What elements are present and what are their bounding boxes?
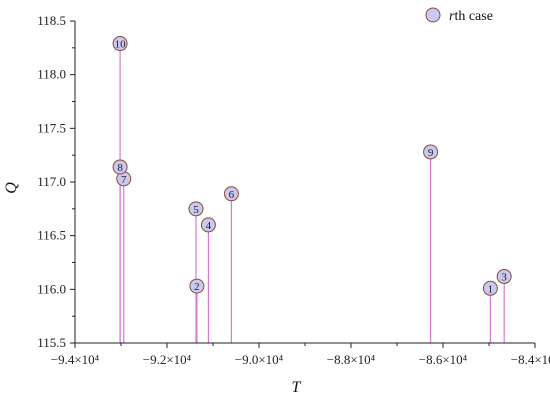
data-point — [112, 159, 128, 175]
data-point — [188, 201, 204, 217]
y-tick-label: 117.5 — [37, 120, 66, 135]
legend-marker — [425, 7, 441, 23]
y-tick-label: 118.0 — [37, 67, 66, 82]
y-tick-label: 115.5 — [37, 335, 66, 350]
data-point-label: 10 — [115, 39, 127, 51]
y-tick-label: 118.5 — [37, 13, 66, 28]
data-point — [223, 186, 239, 202]
x-tick-label: −9.0×10⁴ — [235, 352, 284, 367]
x-tick-label: −9.2×10⁴ — [143, 352, 192, 367]
data-point-label: 9 — [428, 147, 434, 159]
x-axis-title: T — [292, 379, 302, 396]
legend-label-rest: th case — [454, 9, 492, 24]
data-point — [189, 278, 205, 294]
x-tick-label: −8.8×10⁴ — [327, 352, 376, 367]
stems-layer — [119, 43, 505, 343]
x-tick-label: −8.4×10⁴ — [511, 352, 550, 367]
y-axis-title: Q — [3, 182, 20, 194]
data-point — [423, 144, 439, 160]
legend-label: rth case — [449, 9, 493, 24]
y-tick-label: 116.0 — [37, 281, 66, 296]
data-point-label: 5 — [193, 204, 199, 216]
x-tick-label: −8.6×10⁴ — [419, 352, 468, 367]
x-tick-label: −9.4×10⁴ — [51, 352, 100, 367]
data-point-label: 2 — [194, 281, 200, 293]
data-point-label: 8 — [117, 162, 123, 174]
data-point-label: 7 — [121, 174, 127, 186]
y-tick-label: 117.0 — [37, 174, 66, 189]
data-point-label: 4 — [206, 220, 212, 232]
legend-label-italic: r — [449, 9, 455, 24]
legend: rth case — [425, 7, 493, 24]
data-point — [112, 36, 128, 52]
data-point-label: 6 — [229, 189, 235, 201]
data-point-label: 3 — [501, 271, 507, 283]
data-point — [200, 217, 216, 233]
markers-layer: 1 2 3 45 6 78 9 10 — [112, 36, 512, 296]
y-tick-label: 116.5 — [37, 228, 66, 243]
data-point-label: 1 — [488, 283, 494, 295]
axes-layer: 115.5 116.0 116.5 117.0 117.5 118.0 118.5 −9.4×… — [37, 13, 550, 367]
data-point — [482, 280, 498, 296]
data-point — [496, 268, 512, 284]
